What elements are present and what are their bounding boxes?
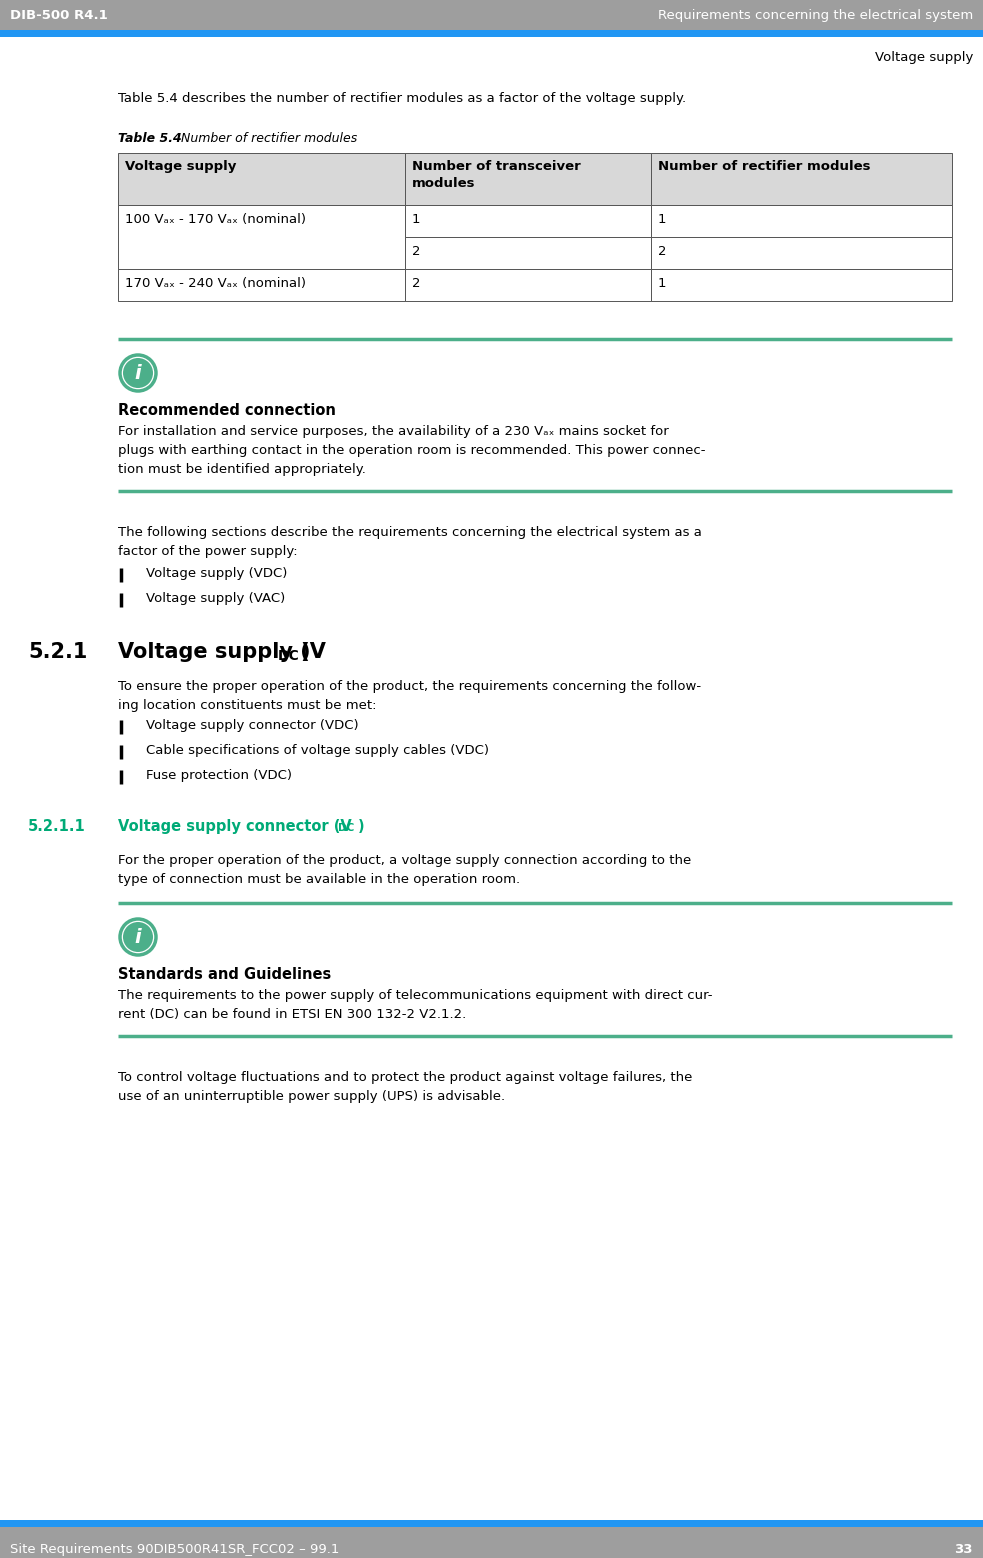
Text: type of connection must be available in the operation room.: type of connection must be available in … — [118, 872, 520, 887]
Text: Table 5.4: Table 5.4 — [118, 132, 182, 145]
Bar — [0, 0, 983, 30]
Text: i: i — [135, 927, 142, 947]
Text: 1: 1 — [412, 213, 421, 226]
Text: plugs with earthing contact in the operation room is recommended. This power con: plugs with earthing contact in the opera… — [118, 444, 706, 456]
Text: 1: 1 — [658, 213, 666, 226]
Bar — [0, 30, 983, 37]
Text: 5.2.1: 5.2.1 — [28, 642, 87, 662]
Bar — [405, 153, 651, 206]
Text: Voltage supply connector (VDC): Voltage supply connector (VDC) — [146, 718, 359, 732]
Text: 2: 2 — [412, 277, 421, 290]
Text: DC: DC — [338, 823, 354, 834]
Text: Number of rectifier modules: Number of rectifier modules — [658, 160, 871, 173]
Text: ): ) — [300, 642, 310, 662]
Bar — [118, 270, 405, 301]
Bar — [651, 153, 952, 206]
Text: The requirements to the power supply of telecommunications equipment with direct: The requirements to the power supply of … — [118, 989, 713, 1002]
Text: Voltage supply: Voltage supply — [875, 50, 973, 64]
Text: Standards and Guidelines: Standards and Guidelines — [118, 968, 331, 982]
Text: For installation and service purposes, the availability of a 230 Vₐₓ mains socke: For installation and service purposes, t… — [118, 425, 668, 438]
Text: 1: 1 — [658, 277, 666, 290]
Text: Fuse protection (VDC): Fuse protection (VDC) — [146, 770, 292, 782]
Text: Table 5.4 describes the number of rectifier modules as a factor of the voltage s: Table 5.4 describes the number of rectif… — [118, 92, 686, 104]
Text: use of an uninterruptible power supply (UPS) is advisable.: use of an uninterruptible power supply (… — [118, 1091, 505, 1103]
Text: Recommended connection: Recommended connection — [118, 404, 336, 418]
Text: Requirements concerning the electrical system: Requirements concerning the electrical s… — [658, 8, 973, 22]
Text: ing location constituents must be met:: ing location constituents must be met: — [118, 700, 376, 712]
Text: Voltage supply (V: Voltage supply (V — [118, 642, 326, 662]
Text: DIB-500 R4.1: DIB-500 R4.1 — [10, 8, 108, 22]
Circle shape — [120, 919, 156, 955]
Bar — [118, 153, 405, 206]
Text: To control voltage fluctuations and to protect the product against voltage failu: To control voltage fluctuations and to p… — [118, 1070, 692, 1084]
Text: rent (DC) can be found in ETSI EN 300 132-2 V2.1.2.: rent (DC) can be found in ETSI EN 300 13… — [118, 1008, 466, 1020]
Circle shape — [123, 922, 153, 952]
Text: tion must be identified appropriately.: tion must be identified appropriately. — [118, 463, 366, 477]
Text: Voltage supply: Voltage supply — [125, 160, 236, 173]
Bar — [405, 206, 651, 237]
Text: Cable specifications of voltage supply cables (VDC): Cable specifications of voltage supply c… — [146, 745, 489, 757]
Circle shape — [123, 358, 153, 388]
Text: 100 Vₐₓ - 170 Vₐₓ (nominal): 100 Vₐₓ - 170 Vₐₓ (nominal) — [125, 213, 306, 226]
Bar — [405, 237, 651, 270]
Text: Voltage supply connector (V: Voltage supply connector (V — [118, 820, 352, 834]
Text: Number of transceiver
modules: Number of transceiver modules — [412, 160, 581, 190]
Text: Number of rectifier modules: Number of rectifier modules — [165, 132, 357, 145]
Text: factor of the power supply:: factor of the power supply: — [118, 545, 298, 558]
Text: 170 Vₐₓ - 240 Vₐₓ (nominal): 170 Vₐₓ - 240 Vₐₓ (nominal) — [125, 277, 306, 290]
Text: Site Requirements 90DIB500R41SR_FCC02 – 99.1: Site Requirements 90DIB500R41SR_FCC02 – … — [10, 1542, 339, 1556]
Text: Voltage supply (VAC): Voltage supply (VAC) — [146, 592, 285, 605]
Bar — [0, 1521, 983, 1527]
Text: 33: 33 — [954, 1542, 973, 1556]
Text: The following sections describe the requirements concerning the electrical syste: The following sections describe the requ… — [118, 527, 702, 539]
Bar — [405, 270, 651, 301]
Bar — [651, 206, 952, 237]
Text: Voltage supply (VDC): Voltage supply (VDC) — [146, 567, 287, 580]
Bar — [651, 270, 952, 301]
Circle shape — [120, 355, 156, 391]
Text: DC: DC — [278, 650, 300, 664]
Bar — [651, 237, 952, 270]
Text: 2: 2 — [658, 245, 666, 259]
Text: 2: 2 — [412, 245, 421, 259]
Text: ): ) — [358, 820, 365, 834]
Text: To ensure the proper operation of the product, the requirements concerning the f: To ensure the proper operation of the pr… — [118, 679, 701, 693]
Text: 5.2.1.1: 5.2.1.1 — [28, 820, 86, 834]
Text: For the proper operation of the product, a voltage supply connection according t: For the proper operation of the product,… — [118, 854, 691, 866]
Bar — [118, 206, 405, 270]
Bar — [0, 1527, 983, 1558]
Text: i: i — [135, 363, 142, 383]
